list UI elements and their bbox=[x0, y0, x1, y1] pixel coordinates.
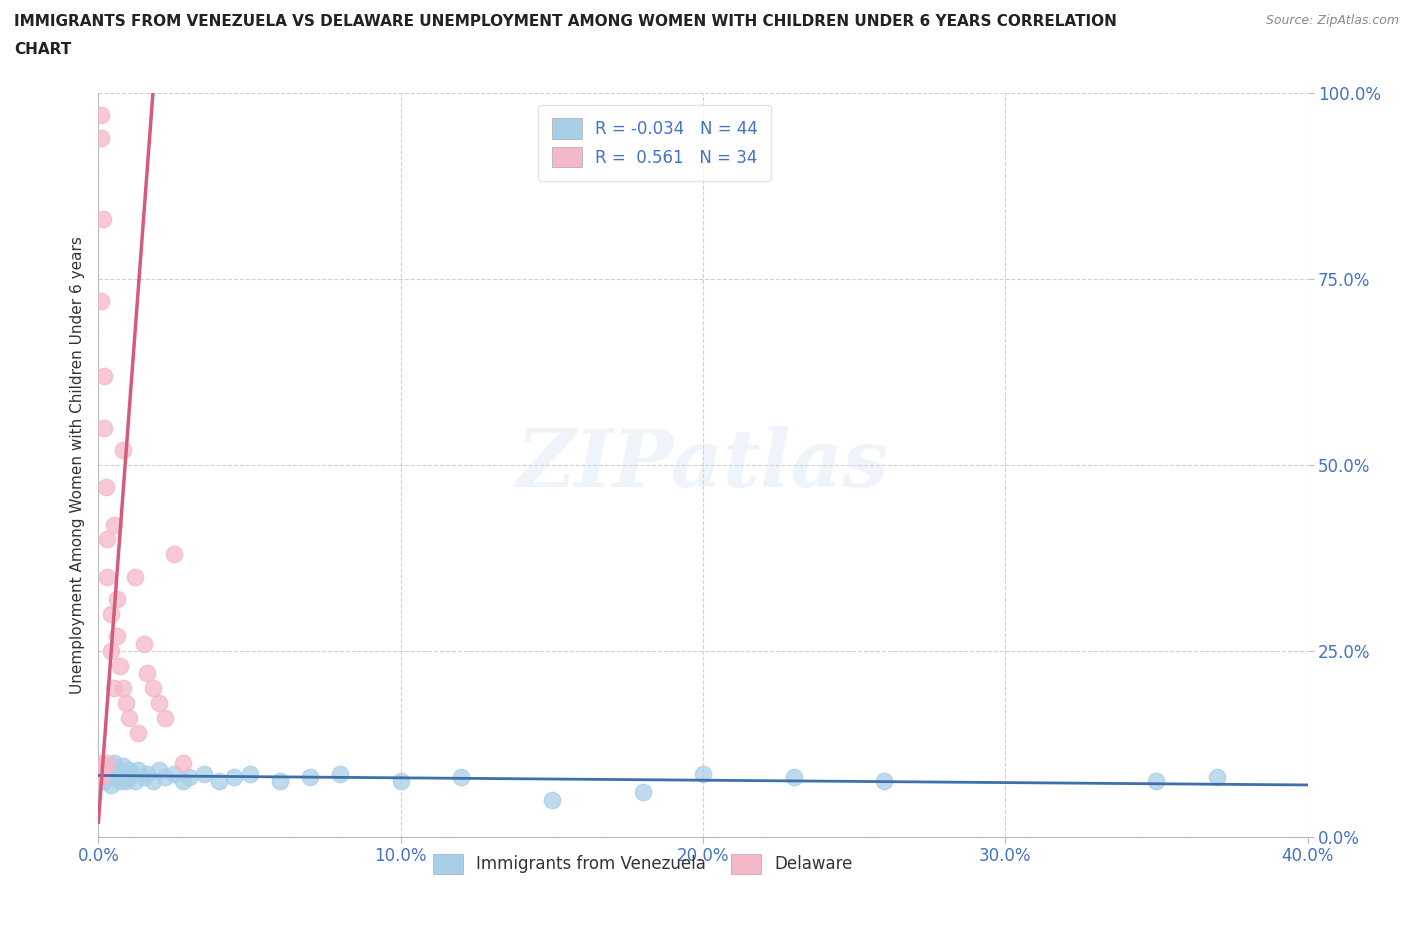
Point bbox=[100, 777, 122, 792]
Point bbox=[163, 547, 186, 562]
Point bbox=[692, 766, 714, 781]
Point bbox=[239, 766, 262, 781]
Point bbox=[135, 766, 157, 781]
Point bbox=[269, 774, 291, 789]
Point bbox=[124, 569, 146, 584]
Point bbox=[93, 763, 115, 777]
Point bbox=[100, 644, 122, 658]
Point bbox=[179, 770, 201, 785]
Text: CHART: CHART bbox=[14, 42, 72, 57]
Point bbox=[114, 774, 136, 789]
Point bbox=[172, 774, 194, 789]
Point bbox=[100, 763, 122, 777]
Point bbox=[105, 591, 128, 606]
Point bbox=[96, 755, 118, 770]
Point bbox=[172, 755, 194, 770]
Legend: Immigrants from Venezuela, Delaware: Immigrants from Venezuela, Delaware bbox=[426, 847, 859, 881]
Point bbox=[105, 770, 128, 785]
Text: IMMIGRANTS FROM VENEZUELA VS DELAWARE UNEMPLOYMENT AMONG WOMEN WITH CHILDREN UND: IMMIGRANTS FROM VENEZUELA VS DELAWARE UN… bbox=[14, 14, 1116, 29]
Point bbox=[127, 763, 149, 777]
Point bbox=[108, 658, 131, 673]
Point bbox=[90, 766, 112, 781]
Point bbox=[127, 725, 149, 740]
Point bbox=[93, 420, 115, 435]
Point bbox=[124, 774, 146, 789]
Point bbox=[132, 770, 155, 785]
Point bbox=[89, 755, 111, 770]
Point bbox=[121, 766, 143, 781]
Point bbox=[873, 774, 896, 789]
Point bbox=[90, 770, 112, 785]
Point bbox=[142, 774, 165, 789]
Point bbox=[224, 770, 246, 785]
Point bbox=[93, 774, 115, 789]
Point bbox=[193, 766, 215, 781]
Point bbox=[118, 763, 141, 777]
Point bbox=[89, 770, 111, 785]
Point bbox=[142, 681, 165, 696]
Point bbox=[111, 443, 134, 458]
Point bbox=[100, 606, 122, 621]
Point bbox=[108, 774, 131, 789]
Point bbox=[103, 517, 125, 532]
Y-axis label: Unemployment Among Women with Children Under 6 years: Unemployment Among Women with Children U… bbox=[69, 236, 84, 694]
Point bbox=[90, 130, 112, 145]
Point bbox=[111, 759, 134, 774]
Point bbox=[96, 770, 118, 785]
Point bbox=[148, 763, 170, 777]
Point bbox=[111, 770, 134, 785]
Point bbox=[91, 212, 114, 227]
Point bbox=[163, 766, 186, 781]
Point bbox=[118, 711, 141, 725]
Point bbox=[450, 770, 472, 785]
Point bbox=[540, 792, 562, 807]
Point bbox=[299, 770, 322, 785]
Point bbox=[90, 108, 112, 123]
Point bbox=[108, 766, 131, 781]
Point bbox=[105, 629, 128, 644]
Text: ZIPatlas: ZIPatlas bbox=[517, 426, 889, 504]
Point bbox=[103, 681, 125, 696]
Point bbox=[96, 532, 118, 547]
Point bbox=[1206, 770, 1229, 785]
Point bbox=[94, 480, 117, 495]
Point bbox=[103, 755, 125, 770]
Text: Source: ZipAtlas.com: Source: ZipAtlas.com bbox=[1265, 14, 1399, 27]
Point bbox=[389, 774, 412, 789]
Point bbox=[114, 696, 136, 711]
Point bbox=[135, 666, 157, 681]
Point bbox=[118, 770, 141, 785]
Point bbox=[132, 636, 155, 651]
Point bbox=[96, 569, 118, 584]
Point bbox=[93, 368, 115, 383]
Point bbox=[1144, 774, 1167, 789]
Point bbox=[148, 696, 170, 711]
Point bbox=[105, 763, 128, 777]
Point bbox=[90, 294, 112, 309]
Point bbox=[783, 770, 806, 785]
Point bbox=[96, 759, 118, 774]
Point bbox=[208, 774, 231, 789]
Point bbox=[111, 681, 134, 696]
Point bbox=[153, 770, 176, 785]
Point bbox=[631, 785, 654, 800]
Point bbox=[103, 766, 125, 781]
Point bbox=[329, 766, 352, 781]
Point bbox=[153, 711, 176, 725]
